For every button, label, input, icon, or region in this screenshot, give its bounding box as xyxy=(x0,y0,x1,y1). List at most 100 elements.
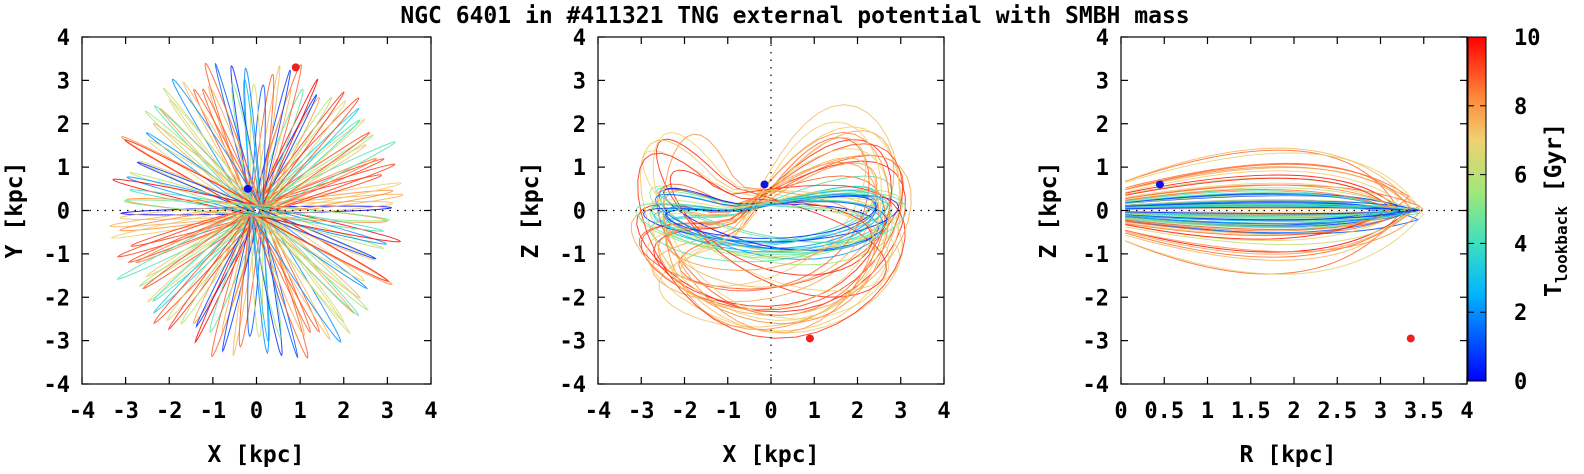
orbit-trace xyxy=(221,88,292,334)
orbit-trace xyxy=(124,139,390,282)
marker-present xyxy=(760,180,769,189)
y-tick-label: 1 xyxy=(1096,156,1109,181)
orbit-trace xyxy=(204,62,309,359)
orbit-trace xyxy=(658,104,901,328)
y-tick-label: 0 xyxy=(1096,200,1109,225)
x-tick-label: -4 xyxy=(69,399,96,424)
colorbar: 0 2 4 6 8 10 Tlookback [Gyr] xyxy=(1467,26,1571,395)
orbit-trace xyxy=(138,134,374,287)
orbit-layer-xz xyxy=(630,104,912,339)
x-tick-label: 3 xyxy=(1374,399,1387,424)
orbit-trace xyxy=(636,160,906,313)
colorbar-label-sub: lookback xyxy=(1552,206,1571,283)
y-tick-label: -1 xyxy=(44,243,71,268)
orbit-trace xyxy=(1125,170,1399,235)
orbit-trace xyxy=(129,189,385,232)
marker-initial xyxy=(805,334,814,343)
ylabel-xz: Z [kpc] xyxy=(518,162,544,259)
orbit-trace xyxy=(649,189,893,259)
orbit-trace xyxy=(665,162,878,271)
y-tick-label: 2 xyxy=(573,113,586,138)
orbit-trace xyxy=(144,110,369,312)
x-tick-label: 0.5 xyxy=(1144,399,1184,424)
orbit-trace xyxy=(110,182,402,239)
colorbar-tick-label: 10 xyxy=(1514,26,1541,51)
orbit-trace xyxy=(148,139,366,282)
colorbar-tick-label: 6 xyxy=(1514,164,1527,189)
orbit-trace xyxy=(193,88,320,333)
orbit-trace xyxy=(1125,152,1424,275)
orbit-trace xyxy=(657,131,891,325)
y-tick-label: 1 xyxy=(573,156,586,181)
orbit-trace xyxy=(208,85,305,337)
orbit-trace xyxy=(663,191,879,243)
y-tick-label: 3 xyxy=(57,69,70,94)
xlabel-xz: X [kpc] xyxy=(723,442,820,468)
colorbar-tick-label: 8 xyxy=(1514,95,1527,120)
orbit-trace xyxy=(194,78,319,344)
y-tick-label: 4 xyxy=(57,26,70,51)
x-tick-label: 1 xyxy=(808,399,821,424)
x-tick-label: 4 xyxy=(937,399,950,424)
xlabel-rz: R [kpc] xyxy=(1240,442,1337,468)
y-tick-label: -4 xyxy=(44,373,71,398)
x-tick-label: 0 xyxy=(250,399,263,424)
y-tick-label: 3 xyxy=(1096,69,1109,94)
orbit-trace xyxy=(243,67,270,355)
x-tick-label: 1 xyxy=(294,399,307,424)
panel-rz: 0 0.5 1 1.5 2 2.5 3 3.5 4 -4 -3 -2 -1 0 1 2 3 4 R [kpc] Z… xyxy=(1036,26,1474,468)
orbit-trace xyxy=(153,97,360,325)
colorbar-label-unit: [Gyr] xyxy=(1541,123,1567,206)
xlabel-xy: X [kpc] xyxy=(208,442,305,468)
orbit-layer-rz xyxy=(1125,147,1424,275)
orbit-trace xyxy=(655,138,887,298)
orbit-layer-xy xyxy=(108,62,404,359)
chart-title: NGC 6401 in #411321 TNG external potenti… xyxy=(400,3,1189,29)
orbit-trace xyxy=(129,172,385,249)
panel-xz: -4 -3 -2 -1 0 1 2 3 4 -4 -3 -2 -1 0 1 2 3 4 X [kpc] Z [kp… xyxy=(518,26,951,468)
orbit-trace xyxy=(1125,206,1419,215)
orbit-trace xyxy=(649,197,892,252)
plot-frame-rz xyxy=(1120,36,1468,385)
orbit-trace xyxy=(665,195,877,239)
y-tick-label: -2 xyxy=(1083,286,1110,311)
orbit-trace xyxy=(654,193,888,251)
orbit-trace xyxy=(211,64,302,358)
y-tick-label: 2 xyxy=(1096,113,1109,138)
x-tick-label: -2 xyxy=(671,399,698,424)
orbit-trace xyxy=(637,152,906,339)
x-tick-label: 3 xyxy=(894,399,907,424)
orbit-trace xyxy=(658,190,884,253)
marker-layer-rz xyxy=(1155,180,1415,343)
orbit-trace xyxy=(656,175,886,317)
y-tick-label: 0 xyxy=(57,200,70,225)
orbit-trace xyxy=(1125,163,1410,237)
x-tick-label: 0 xyxy=(764,399,777,424)
x-tick-label: 1.5 xyxy=(1231,399,1271,424)
x-tick-label: -3 xyxy=(112,399,139,424)
orbit-trace xyxy=(136,161,377,260)
orbit-trace xyxy=(639,139,903,334)
x-tick-label: -1 xyxy=(200,399,227,424)
marker-layer-xy xyxy=(243,63,300,193)
x-tick-label: 3 xyxy=(381,399,394,424)
orbit-trace xyxy=(672,121,883,310)
orbit-trace xyxy=(669,169,873,276)
x-tick-label: 2 xyxy=(1287,399,1300,424)
orbit-trace xyxy=(230,65,283,357)
x-tick-label: 2 xyxy=(337,399,350,424)
x-tick-label: 4 xyxy=(1460,399,1473,424)
colorbar-tick-label: 0 xyxy=(1514,370,1527,395)
orbit-trace xyxy=(666,157,878,288)
colorbar-label: Tlookback [Gyr] xyxy=(1541,123,1571,297)
plot-frame-xz xyxy=(597,36,945,385)
y-tick-label: -3 xyxy=(560,330,587,355)
x-tick-label: 2 xyxy=(851,399,864,424)
orbit-trace xyxy=(679,137,867,287)
orbit-trace xyxy=(118,189,394,232)
orbit-trace xyxy=(180,96,333,326)
x-tick-label: -2 xyxy=(156,399,183,424)
panel-xy: -4 -3 -2 -1 0 1 2 3 4 -4 -3 -2 -1 0 1 2 3 4 X [kpc] Y [kp… xyxy=(2,26,438,468)
marker-present xyxy=(243,184,252,193)
y-tick-label: 4 xyxy=(1096,26,1109,51)
